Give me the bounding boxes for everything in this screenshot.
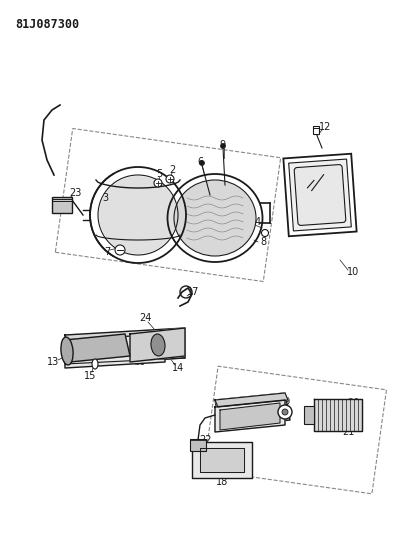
Bar	[283, 154, 357, 236]
Circle shape	[166, 175, 174, 183]
Text: 14: 14	[172, 363, 184, 373]
Bar	[52, 197, 72, 213]
Bar	[204, 366, 386, 494]
Text: 18: 18	[216, 477, 228, 487]
Text: 81J087300: 81J087300	[15, 18, 79, 31]
Text: 4: 4	[255, 217, 261, 227]
Polygon shape	[200, 448, 244, 472]
Circle shape	[262, 230, 268, 237]
Text: 12: 12	[319, 122, 331, 132]
Polygon shape	[65, 334, 165, 368]
Polygon shape	[220, 403, 280, 430]
Bar	[55, 128, 281, 281]
Polygon shape	[65, 352, 185, 364]
Bar	[190, 439, 206, 451]
Bar	[289, 159, 351, 231]
Circle shape	[115, 245, 125, 255]
Text: 16: 16	[134, 357, 146, 367]
Polygon shape	[314, 399, 362, 431]
Polygon shape	[65, 328, 185, 365]
Text: 24: 24	[139, 313, 151, 323]
Text: 23: 23	[69, 188, 81, 198]
Polygon shape	[215, 393, 288, 407]
Ellipse shape	[92, 359, 98, 369]
Text: 9: 9	[219, 140, 225, 150]
Ellipse shape	[61, 337, 73, 365]
Text: 3: 3	[102, 193, 108, 203]
Bar	[304, 406, 314, 424]
Text: 7: 7	[104, 247, 110, 257]
Ellipse shape	[151, 334, 165, 356]
Text: 22: 22	[199, 435, 211, 445]
Text: 13: 13	[47, 357, 59, 367]
Polygon shape	[65, 334, 130, 362]
Polygon shape	[215, 393, 290, 427]
Text: 15: 15	[84, 371, 96, 381]
Circle shape	[99, 176, 177, 254]
Polygon shape	[130, 328, 185, 362]
Text: 19: 19	[279, 397, 291, 407]
FancyBboxPatch shape	[294, 165, 346, 225]
Circle shape	[278, 405, 292, 419]
Polygon shape	[192, 442, 252, 478]
Circle shape	[154, 179, 162, 187]
Text: 11: 11	[302, 217, 314, 227]
Text: 10: 10	[347, 267, 359, 277]
Circle shape	[200, 160, 204, 166]
Circle shape	[220, 143, 225, 149]
Text: 8: 8	[260, 237, 266, 247]
Text: 20: 20	[347, 398, 359, 408]
Text: 17: 17	[187, 287, 199, 297]
Circle shape	[282, 409, 288, 415]
Bar	[313, 126, 319, 134]
Ellipse shape	[175, 181, 256, 255]
Text: 6: 6	[197, 157, 203, 167]
Text: 2: 2	[169, 165, 175, 175]
Text: 5: 5	[156, 169, 162, 179]
Text: 21: 21	[342, 427, 354, 437]
Polygon shape	[215, 400, 285, 432]
